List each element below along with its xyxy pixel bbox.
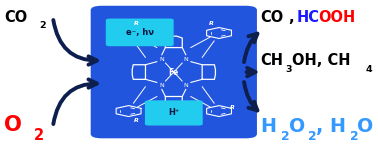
Text: O: O (4, 115, 22, 135)
Text: R: R (230, 105, 235, 110)
Text: 4: 4 (366, 65, 372, 74)
Text: H⁺: H⁺ (168, 108, 180, 117)
Text: CO: CO (261, 10, 284, 25)
Text: OOH: OOH (318, 10, 355, 25)
Text: 2: 2 (34, 128, 44, 143)
Text: 2: 2 (40, 21, 46, 30)
Text: R: R (209, 21, 214, 26)
Text: O: O (357, 117, 373, 136)
FancyBboxPatch shape (91, 6, 257, 138)
Text: O: O (289, 117, 305, 136)
Text: 2: 2 (281, 130, 290, 143)
Text: H: H (261, 117, 277, 136)
Text: R: R (133, 118, 138, 123)
Text: N: N (160, 83, 164, 88)
Text: , H: , H (316, 117, 345, 136)
Text: CO: CO (4, 10, 27, 25)
Text: N: N (183, 83, 188, 88)
Text: Fe: Fe (169, 68, 179, 77)
Text: 2: 2 (308, 130, 317, 143)
Text: OH, CH: OH, CH (292, 53, 350, 68)
Text: ,: , (289, 10, 300, 25)
Text: R: R (133, 21, 138, 26)
Text: 2: 2 (350, 130, 358, 143)
Text: e⁻, hν: e⁻, hν (126, 28, 154, 37)
Text: 3: 3 (285, 65, 292, 74)
Text: N: N (183, 57, 188, 61)
FancyBboxPatch shape (145, 100, 203, 126)
FancyBboxPatch shape (106, 19, 174, 46)
Text: CH: CH (261, 53, 284, 68)
Text: HC: HC (297, 10, 320, 25)
Text: N: N (160, 57, 164, 61)
